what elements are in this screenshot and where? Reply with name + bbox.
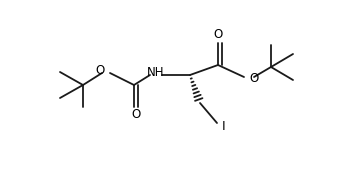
Text: O: O	[249, 72, 258, 84]
Text: I: I	[222, 120, 226, 132]
Text: NH: NH	[147, 65, 165, 79]
Text: O: O	[131, 107, 141, 121]
Text: O: O	[96, 64, 105, 76]
Text: O: O	[213, 29, 222, 41]
